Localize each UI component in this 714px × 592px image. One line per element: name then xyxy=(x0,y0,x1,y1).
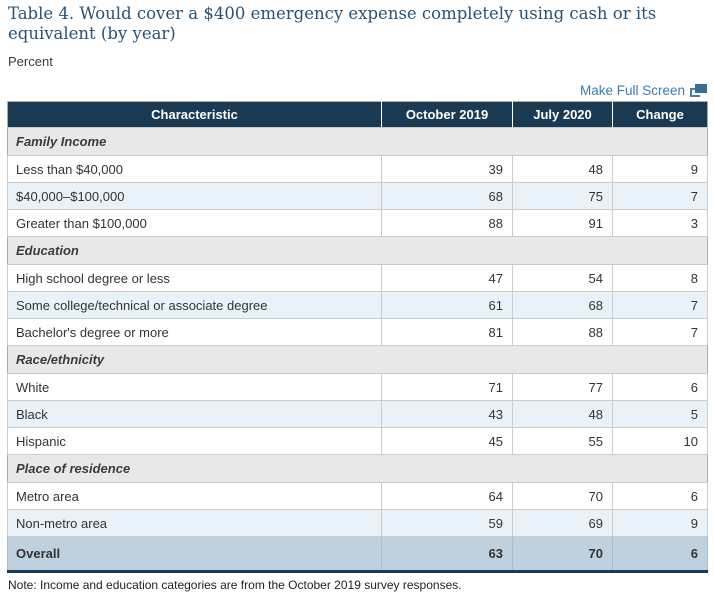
row-label: $40,000–$100,000 xyxy=(7,182,382,211)
cell-value: 48 xyxy=(512,400,613,429)
cell-value: 9 xyxy=(612,509,708,538)
cell-value: 70 xyxy=(512,482,613,511)
cell-value: 5 xyxy=(612,400,708,429)
row-label: Greater than $100,000 xyxy=(7,209,382,238)
cell-value: 6 xyxy=(612,373,708,402)
col-header-july-2020: July 2020 xyxy=(512,101,613,128)
cell-value: 7 xyxy=(612,182,708,211)
cell-value: 91 xyxy=(512,209,613,238)
row-label: Less than $40,000 xyxy=(7,155,382,184)
fullscreen-row: Make Full Screen xyxy=(7,83,707,98)
section-label: Place of residence xyxy=(7,454,708,484)
table-row: Black 43 48 5 xyxy=(7,400,708,429)
cell-value: 75 xyxy=(512,182,613,211)
cell-value: 88 xyxy=(381,209,513,238)
cell-value: 77 xyxy=(512,373,613,402)
table-row: White 71 77 6 xyxy=(7,373,708,402)
section-label: Race/ethnicity xyxy=(7,345,708,375)
cell-value: 9 xyxy=(612,155,708,184)
table-row: High school degree or less 47 54 8 xyxy=(7,264,708,293)
table-row: Some college/technical or associate degr… xyxy=(7,291,708,320)
make-full-screen-link[interactable]: Make Full Screen xyxy=(580,83,707,98)
cell-value: 10 xyxy=(612,427,708,456)
overall-value: 70 xyxy=(512,536,613,573)
row-label: Metro area xyxy=(7,482,382,511)
section-label: Education xyxy=(7,236,708,266)
cell-value: 7 xyxy=(612,318,708,347)
cell-value: 55 xyxy=(512,427,613,456)
cell-value: 61 xyxy=(381,291,513,320)
make-full-screen-label: Make Full Screen xyxy=(579,83,685,99)
table-header: Characteristic October 2019 July 2020 Ch… xyxy=(7,101,708,128)
table-row: Less than $40,000 39 48 9 xyxy=(7,155,708,184)
table-note: Note: Income and education categories ar… xyxy=(8,578,462,592)
overall-row: Overall 63 70 6 xyxy=(7,536,708,573)
cell-value: 48 xyxy=(512,155,613,184)
unit-label: Percent xyxy=(8,54,53,70)
cell-value: 64 xyxy=(381,482,513,511)
col-header-change: Change xyxy=(612,101,708,128)
cell-value: 71 xyxy=(381,373,513,402)
table-body: Family Income Less than $40,000 39 48 9 $40,0… xyxy=(7,127,708,573)
row-label: Black xyxy=(7,400,382,429)
section-row: Family Income xyxy=(7,127,708,157)
row-label: Hispanic xyxy=(7,427,382,456)
section-row: Education xyxy=(7,236,708,266)
cell-value: 6 xyxy=(612,482,708,511)
table-row: Hispanic 45 55 10 xyxy=(7,427,708,456)
cell-value: 69 xyxy=(512,509,613,538)
row-label: Some college/technical or associate degr… xyxy=(7,291,382,320)
cell-value: 45 xyxy=(381,427,513,456)
cell-value: 47 xyxy=(381,264,513,293)
data-table: Characteristic October 2019 July 2020 Ch… xyxy=(7,101,708,574)
table-row: Metro area 64 70 6 xyxy=(7,482,708,511)
cell-value: 3 xyxy=(612,209,708,238)
table-row: $40,000–$100,000 68 75 7 xyxy=(7,182,708,211)
table-title: Table 4. Would cover a $400 emergency ex… xyxy=(8,4,657,44)
section-row: Race/ethnicity xyxy=(7,345,708,375)
cell-value: 7 xyxy=(612,291,708,320)
row-label: High school degree or less xyxy=(7,264,382,293)
cell-value: 43 xyxy=(381,400,513,429)
row-label: Bachelor's degree or more xyxy=(7,318,382,347)
col-header-characteristic: Characteristic xyxy=(7,101,382,128)
table-row: Bachelor's degree or more 81 88 7 xyxy=(7,318,708,347)
cell-value: 68 xyxy=(381,182,513,211)
cell-value: 39 xyxy=(381,155,513,184)
overall-label: Overall xyxy=(7,536,382,573)
cell-value: 59 xyxy=(381,509,513,538)
table-row: Greater than $100,000 88 91 3 xyxy=(7,209,708,238)
cell-value: 88 xyxy=(512,318,613,347)
section-label: Family Income xyxy=(7,127,708,157)
table-row: Non-metro area 59 69 9 xyxy=(7,509,708,538)
cell-value: 68 xyxy=(512,291,613,320)
cell-value: 54 xyxy=(512,264,613,293)
overall-value: 6 xyxy=(612,536,708,573)
cell-value: 81 xyxy=(381,318,513,347)
cell-value: 8 xyxy=(612,264,708,293)
row-label: Non-metro area xyxy=(7,509,382,538)
overall-value: 63 xyxy=(381,536,513,573)
col-header-october-2019: October 2019 xyxy=(381,101,513,128)
section-row: Place of residence xyxy=(7,454,708,484)
row-label: White xyxy=(7,373,382,402)
full-screen-icon xyxy=(690,84,707,98)
